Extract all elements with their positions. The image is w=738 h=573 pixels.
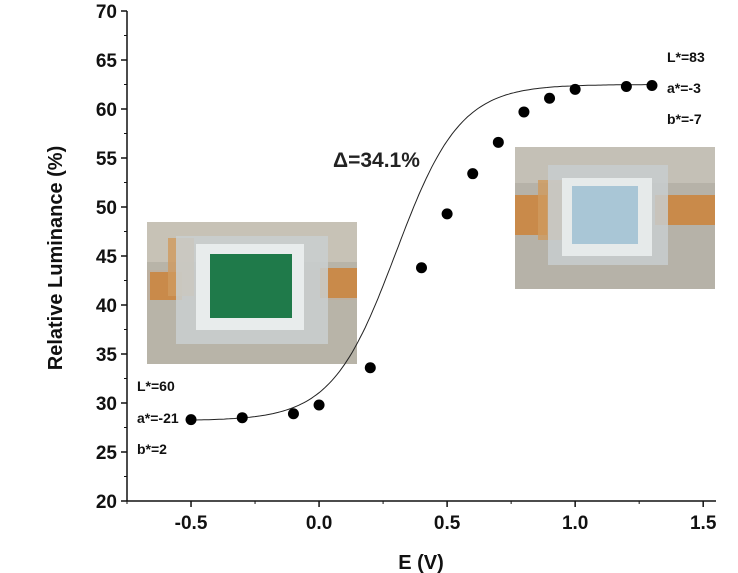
y-tick-label: 30 bbox=[96, 394, 117, 415]
y-tick-label: 50 bbox=[96, 198, 117, 219]
x-tick-label: 0.5 bbox=[434, 513, 461, 534]
data-points bbox=[185, 79, 658, 426]
left-color-b: b*=2 bbox=[137, 441, 167, 457]
data-point bbox=[569, 83, 581, 95]
x-tick-label: -0.5 bbox=[175, 513, 208, 534]
right-color-a: a*=-3 bbox=[667, 80, 701, 96]
data-point bbox=[236, 412, 248, 424]
data-point bbox=[287, 408, 299, 420]
y-tick-label: 20 bbox=[96, 492, 117, 513]
y-tick-label: 55 bbox=[96, 149, 118, 170]
y-tick-label: 40 bbox=[96, 296, 117, 317]
data-point bbox=[620, 80, 632, 92]
y-tick-label: 25 bbox=[96, 443, 118, 464]
data-point bbox=[364, 362, 376, 374]
y-axis-label: Relative Luminance (%) bbox=[45, 146, 67, 371]
y-tick-label: 65 bbox=[96, 51, 118, 72]
y-tick-label: 70 bbox=[96, 2, 117, 23]
left-color-l: L*=60 bbox=[137, 378, 175, 394]
x-tick-label: 0.0 bbox=[306, 513, 332, 534]
right-color-l: L*=83 bbox=[667, 49, 705, 65]
data-point bbox=[544, 92, 556, 104]
data-point bbox=[492, 136, 504, 148]
data-point bbox=[313, 399, 325, 411]
x-tick-label: 1.0 bbox=[562, 513, 588, 534]
data-point bbox=[467, 168, 479, 180]
data-point bbox=[518, 106, 530, 118]
data-point bbox=[441, 208, 453, 220]
x-axis-label: E (V) bbox=[398, 552, 444, 573]
left-color-a: a*=-21 bbox=[137, 410, 179, 426]
left-device-photo bbox=[147, 222, 357, 364]
right-film bbox=[572, 186, 638, 244]
y-tick-label: 60 bbox=[96, 100, 117, 121]
right-color-b: b*=-7 bbox=[667, 111, 702, 127]
y-axis-ticks: 20 25 30 35 40 45 50 55 60 65 70 bbox=[96, 2, 127, 513]
x-tick-label: 1.5 bbox=[690, 513, 717, 534]
data-point bbox=[185, 414, 197, 426]
y-tick-label: 45 bbox=[96, 247, 118, 268]
delta-annotation: Δ=34.1% bbox=[333, 149, 420, 172]
left-film bbox=[210, 254, 292, 318]
data-point bbox=[646, 79, 658, 91]
data-point bbox=[416, 262, 427, 274]
x-axis-ticks: -0.5 0.0 0.5 1.0 1.5 bbox=[126, 501, 717, 534]
right-device-photo bbox=[515, 147, 715, 289]
y-tick-label: 35 bbox=[96, 345, 118, 366]
